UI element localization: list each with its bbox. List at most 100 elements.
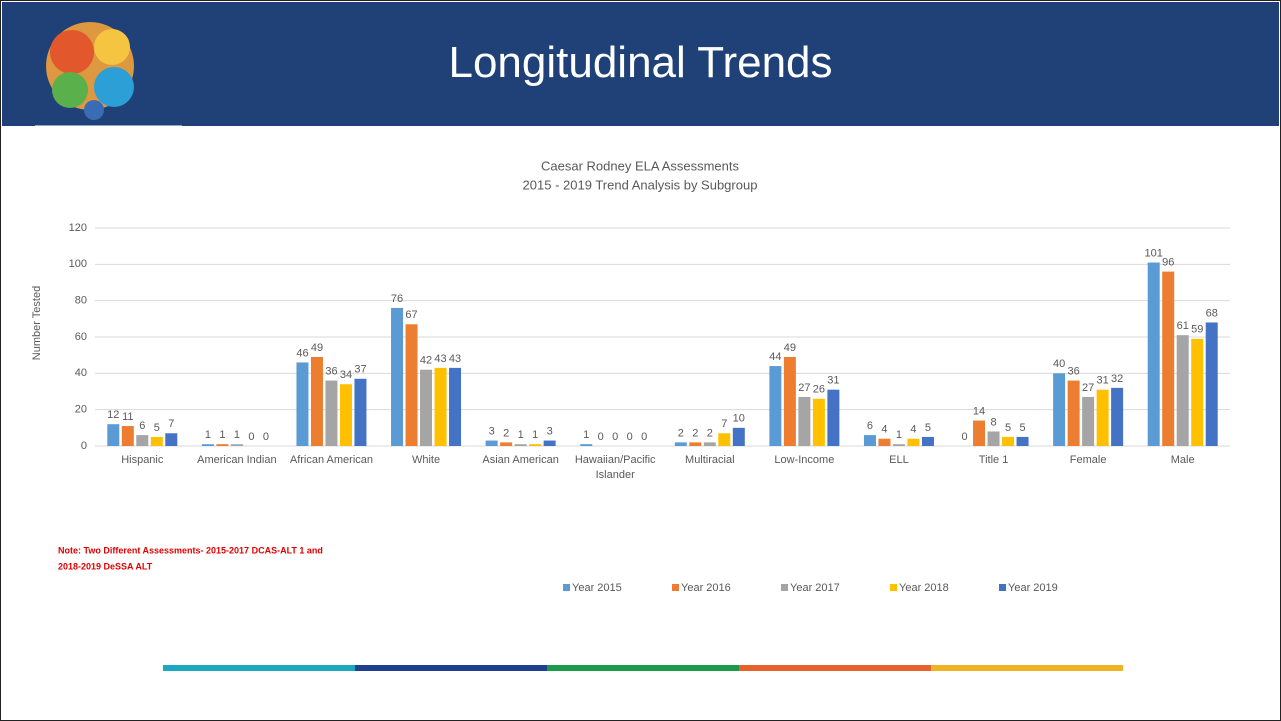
- data-label: 14: [973, 405, 985, 417]
- data-label: 3: [547, 425, 553, 437]
- data-label: 2: [707, 427, 713, 439]
- y-tick-label: 100: [69, 258, 87, 270]
- bar: [769, 366, 782, 446]
- legend-swatch: [672, 584, 679, 591]
- data-label: 36: [325, 366, 337, 378]
- bar: [1147, 262, 1160, 446]
- data-label: 0: [961, 431, 967, 443]
- bar: [892, 444, 905, 446]
- x-tick-label: African American: [289, 454, 374, 466]
- bar: [1096, 389, 1109, 446]
- data-label: 1: [205, 429, 211, 441]
- data-label: 0: [598, 431, 604, 443]
- legend-label: Year 2015: [572, 582, 622, 594]
- x-tick-label: Hispanic: [121, 454, 164, 466]
- legend-label: Year 2018: [899, 582, 949, 594]
- data-label: 1: [234, 429, 240, 441]
- x-tick-label: Asian American: [482, 454, 559, 466]
- y-tick-label: 20: [75, 404, 87, 416]
- legend-swatch: [890, 584, 897, 591]
- bar: [391, 307, 404, 446]
- data-label: 5: [1019, 422, 1025, 434]
- data-label: 8: [990, 416, 996, 428]
- bar: [827, 389, 840, 446]
- bar: [907, 438, 920, 446]
- bar: [543, 440, 556, 446]
- data-label: 37: [354, 364, 366, 376]
- bar: [921, 436, 934, 446]
- data-label: 7: [721, 418, 727, 430]
- data-label: 0: [627, 431, 633, 443]
- bar: [718, 433, 731, 446]
- bar: [514, 444, 527, 446]
- bar: [1176, 335, 1189, 446]
- data-label: 26: [813, 384, 825, 396]
- bar: [674, 442, 687, 446]
- note: Note: Two Different Assessments- 2015-20…: [58, 545, 323, 555]
- data-label: 34: [340, 369, 352, 381]
- data-label: 59: [1191, 324, 1203, 336]
- x-tick-label: Male: [1170, 454, 1195, 466]
- y-tick-label: 120: [69, 222, 87, 234]
- data-label: 32: [1111, 373, 1123, 385]
- data-label: 36: [1068, 366, 1080, 378]
- data-label: 1: [583, 429, 589, 441]
- data-label: 6: [139, 420, 145, 432]
- bar: [420, 369, 433, 446]
- data-label: 0: [248, 431, 254, 443]
- bar: [529, 444, 542, 446]
- y-tick-label: 0: [81, 440, 87, 452]
- data-label: 10: [733, 413, 745, 425]
- bar: [325, 380, 338, 446]
- data-label: 5: [154, 422, 160, 434]
- data-label: 0: [263, 431, 269, 443]
- x-tick-label: ELL: [889, 454, 909, 466]
- slide-title: Longitudinal Trends: [448, 38, 833, 87]
- bar: [500, 442, 513, 446]
- data-label: 49: [784, 342, 796, 354]
- bar: [703, 442, 716, 446]
- data-label: 0: [641, 431, 647, 443]
- bar: [310, 356, 323, 446]
- bar: [1205, 322, 1218, 446]
- legend-label: Year 2017: [790, 582, 840, 594]
- data-label: 3: [489, 425, 495, 437]
- bar: [732, 427, 745, 446]
- bar: [1191, 338, 1204, 446]
- bar: [1162, 271, 1175, 446]
- data-label: 1: [532, 429, 538, 441]
- bar: [987, 431, 1000, 446]
- x-tick-label: American Indian: [197, 454, 277, 466]
- chart-title: Caesar Rodney ELA Assessments: [541, 158, 739, 173]
- bar: [216, 444, 229, 446]
- bar: [1053, 373, 1066, 446]
- bar: [1016, 436, 1029, 446]
- bar: [1111, 387, 1124, 446]
- bar: [434, 367, 447, 446]
- data-label: 6: [867, 420, 873, 432]
- y-tick-label: 80: [75, 295, 87, 307]
- header: Longitudinal Trends: [2, 2, 1279, 126]
- bar: [230, 444, 243, 446]
- data-label: 31: [827, 375, 839, 387]
- bar: [405, 324, 418, 446]
- data-label: 0: [612, 431, 618, 443]
- legend-swatch: [563, 584, 570, 591]
- data-label: 96: [1162, 257, 1174, 269]
- data-label: 40: [1053, 358, 1065, 370]
- bar: [973, 420, 986, 446]
- data-label: 101: [1145, 247, 1163, 259]
- bar: [354, 378, 367, 446]
- data-label: 2: [692, 427, 698, 439]
- bar: [165, 433, 178, 446]
- data-label: 27: [798, 382, 810, 394]
- data-label: 67: [405, 309, 417, 321]
- data-label: 4: [910, 424, 916, 436]
- x-tick-label: Title 1: [978, 454, 1009, 466]
- x-tick-label: Multiracial: [685, 454, 735, 466]
- data-label: 44: [769, 351, 781, 363]
- bar: [449, 367, 462, 446]
- bar: [136, 435, 149, 446]
